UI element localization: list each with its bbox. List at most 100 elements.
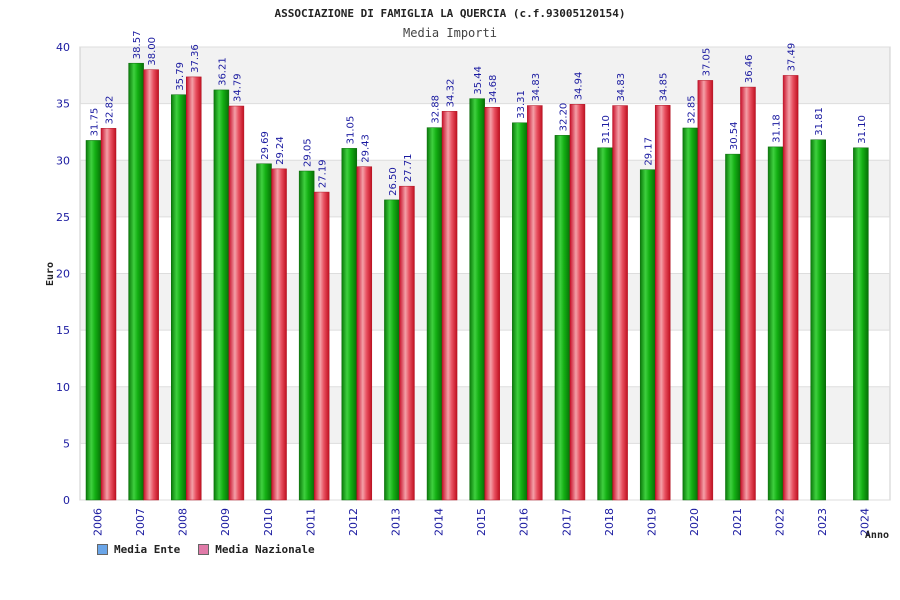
y-axis-ticks: 0 5 10 15 20 25 30 35 40 <box>56 41 70 507</box>
bar-ente-2021 <box>725 153 741 501</box>
bar-nazionale-2007 <box>143 69 159 501</box>
chart-subtitle: Media Importi <box>403 26 497 40</box>
value-label-nazionale-2018: 34.83 <box>616 73 627 102</box>
value-label-nazionale-2016: 34.83 <box>531 73 542 102</box>
y-tick-label: 35 <box>56 98 70 111</box>
bar-ente-2019 <box>639 169 656 501</box>
x-tick-label-2014: 2014 <box>432 508 445 536</box>
value-label-ente-2020: 32.85 <box>686 95 697 124</box>
value-label-ente-2006: 31.75 <box>90 108 101 137</box>
bar-nazionale-2018 <box>612 105 628 501</box>
bar-ente-2013 <box>384 199 400 501</box>
value-label-nazionale-2007: 38.00 <box>147 37 158 66</box>
bar-ente-2009 <box>213 89 230 501</box>
bar-nazionale-2022 <box>782 75 799 501</box>
bar-nazionale-2013 <box>399 185 415 501</box>
value-label-nazionale-2014: 34.32 <box>446 79 457 108</box>
value-label-nazionale-2019: 34.85 <box>659 73 670 102</box>
value-label-nazionale-2022: 37.49 <box>787 43 798 72</box>
bar-nazionale-2010 <box>271 168 287 501</box>
value-label-ente-2011: 29.05 <box>303 138 314 167</box>
legend-swatch-ente <box>97 544 108 555</box>
x-tick-label-2012: 2012 <box>347 508 360 536</box>
bar-ente-2016 <box>512 122 528 501</box>
value-label-nazionale-2020: 37.05 <box>701 48 712 77</box>
value-label-nazionale-2021: 36.46 <box>744 54 755 83</box>
x-tick-label-2013: 2013 <box>390 508 403 536</box>
bar-ente-2022 <box>767 146 784 501</box>
bar-ente-2020 <box>682 127 699 501</box>
legend: Media Ente Media Nazionale <box>97 543 315 556</box>
bar-nazionale-2015 <box>484 106 500 501</box>
value-label-nazionale-2006: 32.82 <box>105 96 116 125</box>
x-tick-label-2020: 2020 <box>688 508 701 536</box>
bar-nazionale-2012 <box>356 166 373 501</box>
x-tick-label-2006: 2006 <box>91 508 104 536</box>
x-tick-label-2008: 2008 <box>177 508 190 536</box>
x-axis-ticks: 2006 2007 2008 2009 2010 2011 2012 2013 2014 2015… <box>91 508 871 536</box>
value-label-ente-2019: 29.17 <box>644 137 655 166</box>
value-label-ente-2022: 31.18 <box>772 114 783 143</box>
value-label-ente-2018: 31.10 <box>601 115 612 144</box>
value-labels: 31.75 32.82 38.57 38.00 35.79 37.36 36.21 34.79… <box>90 31 868 196</box>
value-label-ente-2015: 35.44 <box>473 66 484 95</box>
y-tick-label: 0 <box>63 494 70 507</box>
bar-ente-2011 <box>298 170 315 501</box>
value-label-ente-2013: 26.50 <box>388 167 399 196</box>
x-tick-label-2018: 2018 <box>603 508 616 536</box>
chart-title: ASSOCIAZIONE DI FAMIGLIA LA QUERCIA (c.f… <box>275 7 626 20</box>
y-axis-label: Euro <box>45 262 56 286</box>
x-tick-label-2024: 2024 <box>859 508 872 536</box>
bar-ente-2012 <box>341 148 358 501</box>
bar-ente-2008 <box>171 94 187 501</box>
bar-nazionale-2019 <box>654 105 671 501</box>
value-label-nazionale-2017: 34.94 <box>573 72 584 101</box>
y-tick-label: 25 <box>56 211 70 224</box>
x-tick-label-2019: 2019 <box>646 508 659 536</box>
bar-nazionale-2021 <box>740 86 756 501</box>
y-tick-label: 40 <box>56 41 70 54</box>
bar-nazionale-2014 <box>441 111 458 501</box>
bar-ente-2015 <box>469 98 485 501</box>
bar-ente-2006 <box>85 140 102 501</box>
y-tick-label: 10 <box>56 381 70 394</box>
legend-label-nazionale: Media Nazionale <box>215 543 315 556</box>
y-tick-label: 5 <box>63 437 70 450</box>
value-label-ente-2017: 32.20 <box>558 103 569 132</box>
x-tick-label-2017: 2017 <box>560 508 573 536</box>
legend-item-ente: Media Ente <box>97 543 180 556</box>
value-label-nazionale-2008: 37.36 <box>190 44 201 73</box>
value-label-ente-2008: 35.79 <box>175 62 186 91</box>
bar-ente-2017 <box>554 135 571 501</box>
value-label-nazionale-2015: 34.68 <box>488 75 499 104</box>
x-tick-label-2023: 2023 <box>816 508 829 536</box>
x-tick-label-2011: 2011 <box>304 508 317 536</box>
y-tick-label: 20 <box>56 268 70 281</box>
value-label-ente-2024: 31.10 <box>857 115 868 144</box>
legend-label-ente: Media Ente <box>114 543 181 556</box>
x-tick-label-2010: 2010 <box>262 508 275 536</box>
y-tick-label: 30 <box>56 154 70 167</box>
bar-nazionale-2006 <box>100 128 117 501</box>
x-tick-label-2021: 2021 <box>731 508 744 536</box>
value-label-ente-2007: 38.57 <box>132 31 143 60</box>
value-label-ente-2009: 36.21 <box>217 57 228 86</box>
bars <box>85 62 869 501</box>
x-tick-label-2022: 2022 <box>773 508 786 536</box>
x-tick-label-2015: 2015 <box>475 508 488 536</box>
value-label-nazionale-2012: 29.43 <box>360 134 371 163</box>
bar-ente-2024 <box>853 147 869 501</box>
bar-ente-2014 <box>426 127 443 501</box>
x-tick-label-2016: 2016 <box>518 508 531 536</box>
bar-ente-2007 <box>128 62 144 501</box>
bar-nazionale-2020 <box>697 80 714 501</box>
value-label-ente-2021: 30.54 <box>729 121 740 150</box>
value-label-ente-2014: 32.88 <box>431 95 442 124</box>
y-tick-label: 15 <box>56 324 70 337</box>
value-label-ente-2010: 29.69 <box>260 131 271 160</box>
value-label-nazionale-2009: 34.79 <box>232 73 243 102</box>
bar-nazionale-2011 <box>313 191 330 501</box>
x-tick-label-2009: 2009 <box>219 508 232 536</box>
bar-nazionale-2016 <box>527 105 543 501</box>
